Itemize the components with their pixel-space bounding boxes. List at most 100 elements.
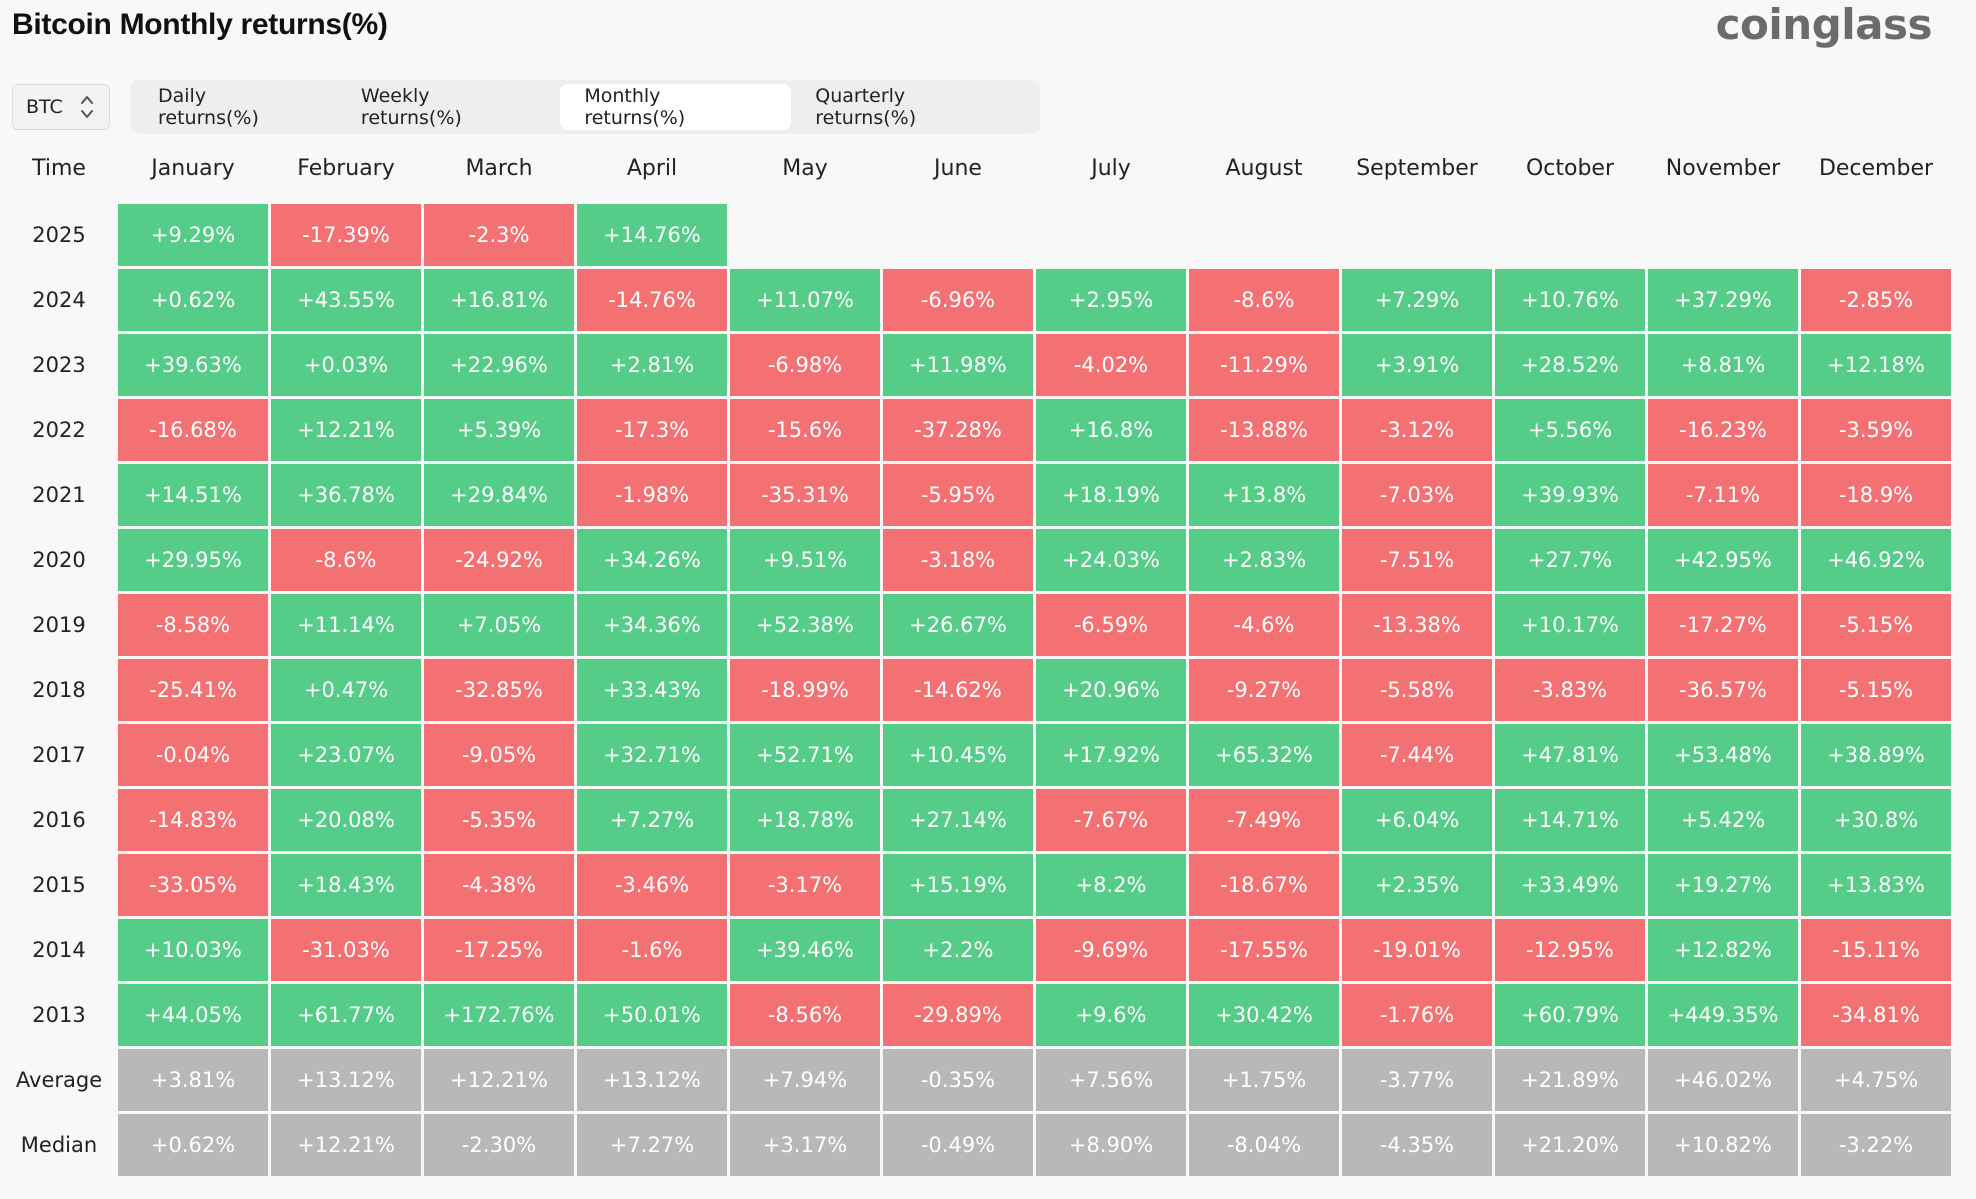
return-cell: -17.55% — [1189, 919, 1339, 981]
year-row-label: 2016 — [32, 808, 86, 832]
return-cell: +7.29% — [1342, 269, 1492, 331]
return-cell: +52.38% — [730, 594, 880, 656]
return-cell: +39.63% — [118, 334, 268, 396]
return-cell: +42.95% — [1648, 529, 1798, 591]
return-cell: +3.91% — [1342, 334, 1492, 396]
return-cell: +44.05% — [118, 984, 268, 1046]
return-cell: -32.85% — [424, 659, 574, 721]
return-cell: +2.2% — [883, 919, 1033, 981]
column-header-time: Time — [32, 155, 86, 181]
return-cell: -5.95% — [883, 464, 1033, 526]
return-cell: +29.95% — [118, 529, 268, 591]
return-cell: -12.95% — [1495, 919, 1645, 981]
summary-cell: +8.90% — [1036, 1114, 1186, 1176]
return-cell: -8.6% — [271, 529, 421, 591]
year-row-label: 2024 — [32, 288, 86, 312]
return-cell: +7.27% — [577, 789, 727, 851]
return-cell: +7.05% — [424, 594, 574, 656]
summary-cell: +3.17% — [730, 1114, 880, 1176]
return-cell: -34.81% — [1801, 984, 1951, 1046]
summary-cell: +10.82% — [1648, 1114, 1798, 1176]
coin-select-value: BTC — [26, 96, 63, 118]
return-cell: +29.84% — [424, 464, 574, 526]
return-cell: -3.59% — [1801, 399, 1951, 461]
tab-quarterly-returns[interactable]: Quarterly returns(%) — [815, 85, 917, 129]
return-cell: -18.67% — [1189, 854, 1339, 916]
return-cell: +28.52% — [1495, 334, 1645, 396]
summary-cell: +21.89% — [1495, 1049, 1645, 1111]
return-cell: -1.98% — [577, 464, 727, 526]
summary-cell: +1.75% — [1189, 1049, 1339, 1111]
return-cell: -6.96% — [883, 269, 1033, 331]
column-header-month: April — [626, 155, 678, 181]
return-cell: +6.04% — [1342, 789, 1492, 851]
return-cell: +5.39% — [424, 399, 574, 461]
column-header-month: June — [934, 155, 982, 181]
return-cell: -4.02% — [1036, 334, 1186, 396]
return-cell: +0.62% — [118, 269, 268, 331]
return-cell: -37.28% — [883, 399, 1033, 461]
return-cell: -3.83% — [1495, 659, 1645, 721]
column-header-month: July — [1091, 155, 1131, 181]
summary-cell: +46.02% — [1648, 1049, 1798, 1111]
page-title: Bitcoin Monthly returns(%) — [12, 8, 388, 41]
return-cell: +47.81% — [1495, 724, 1645, 786]
return-cell: +43.55% — [271, 269, 421, 331]
return-cell: +20.08% — [271, 789, 421, 851]
return-cell: +9.6% — [1036, 984, 1186, 1046]
return-cell: -9.05% — [424, 724, 574, 786]
year-row-label: 2025 — [32, 223, 86, 247]
column-header-month: March — [465, 155, 533, 181]
summary-cell: +12.21% — [271, 1114, 421, 1176]
return-cell: -13.88% — [1189, 399, 1339, 461]
year-row-label: 2017 — [32, 743, 86, 767]
return-cell: -25.41% — [118, 659, 268, 721]
return-cell: -14.83% — [118, 789, 268, 851]
return-cell: +0.03% — [271, 334, 421, 396]
return-cell: +30.42% — [1189, 984, 1339, 1046]
summary-cell: +13.12% — [577, 1049, 727, 1111]
return-cell: -17.25% — [424, 919, 574, 981]
return-cell: -5.15% — [1801, 659, 1951, 721]
column-header-month: November — [1665, 155, 1781, 181]
return-cell: -1.6% — [577, 919, 727, 981]
return-cell: +50.01% — [577, 984, 727, 1046]
return-cell: -0.04% — [118, 724, 268, 786]
return-cell: -5.15% — [1801, 594, 1951, 656]
return-cell: +2.35% — [1342, 854, 1492, 916]
return-cell: -16.68% — [118, 399, 268, 461]
return-cell: +38.89% — [1801, 724, 1951, 786]
summary-cell: -0.35% — [883, 1049, 1033, 1111]
return-cell: +27.14% — [883, 789, 1033, 851]
return-cell: +13.83% — [1801, 854, 1951, 916]
returns-tab-bar: Daily returns(%) Weekly returns(%) Month… — [130, 80, 1040, 134]
return-cell: +9.29% — [118, 204, 268, 266]
return-cell: +11.07% — [730, 269, 880, 331]
tab-weekly-returns[interactable]: Weekly returns(%) — [360, 85, 462, 129]
return-cell: +16.8% — [1036, 399, 1186, 461]
column-header-month: October — [1525, 155, 1615, 181]
return-cell: -7.44% — [1342, 724, 1492, 786]
tab-daily-returns[interactable]: Daily returns(%) — [158, 85, 259, 129]
return-cell: +10.17% — [1495, 594, 1645, 656]
return-cell: -3.12% — [1342, 399, 1492, 461]
return-cell: -18.99% — [730, 659, 880, 721]
return-cell: -33.05% — [118, 854, 268, 916]
return-cell: +12.18% — [1801, 334, 1951, 396]
summary-row-label: Median — [20, 1133, 98, 1157]
return-cell: -36.57% — [1648, 659, 1798, 721]
return-cell: +11.98% — [883, 334, 1033, 396]
return-cell: +34.36% — [577, 594, 727, 656]
return-cell: -6.59% — [1036, 594, 1186, 656]
return-cell: -1.76% — [1342, 984, 1492, 1046]
return-cell: +22.96% — [424, 334, 574, 396]
return-cell: +5.56% — [1495, 399, 1645, 461]
tab-monthly-returns[interactable]: Monthly returns(%) — [560, 84, 792, 130]
summary-cell: +12.21% — [424, 1049, 574, 1111]
return-cell: +10.45% — [883, 724, 1033, 786]
coin-select[interactable]: BTC — [12, 84, 110, 130]
return-cell: +46.92% — [1801, 529, 1951, 591]
return-cell: +24.03% — [1036, 529, 1186, 591]
year-row-label: 2022 — [32, 418, 86, 442]
return-cell: +12.82% — [1648, 919, 1798, 981]
